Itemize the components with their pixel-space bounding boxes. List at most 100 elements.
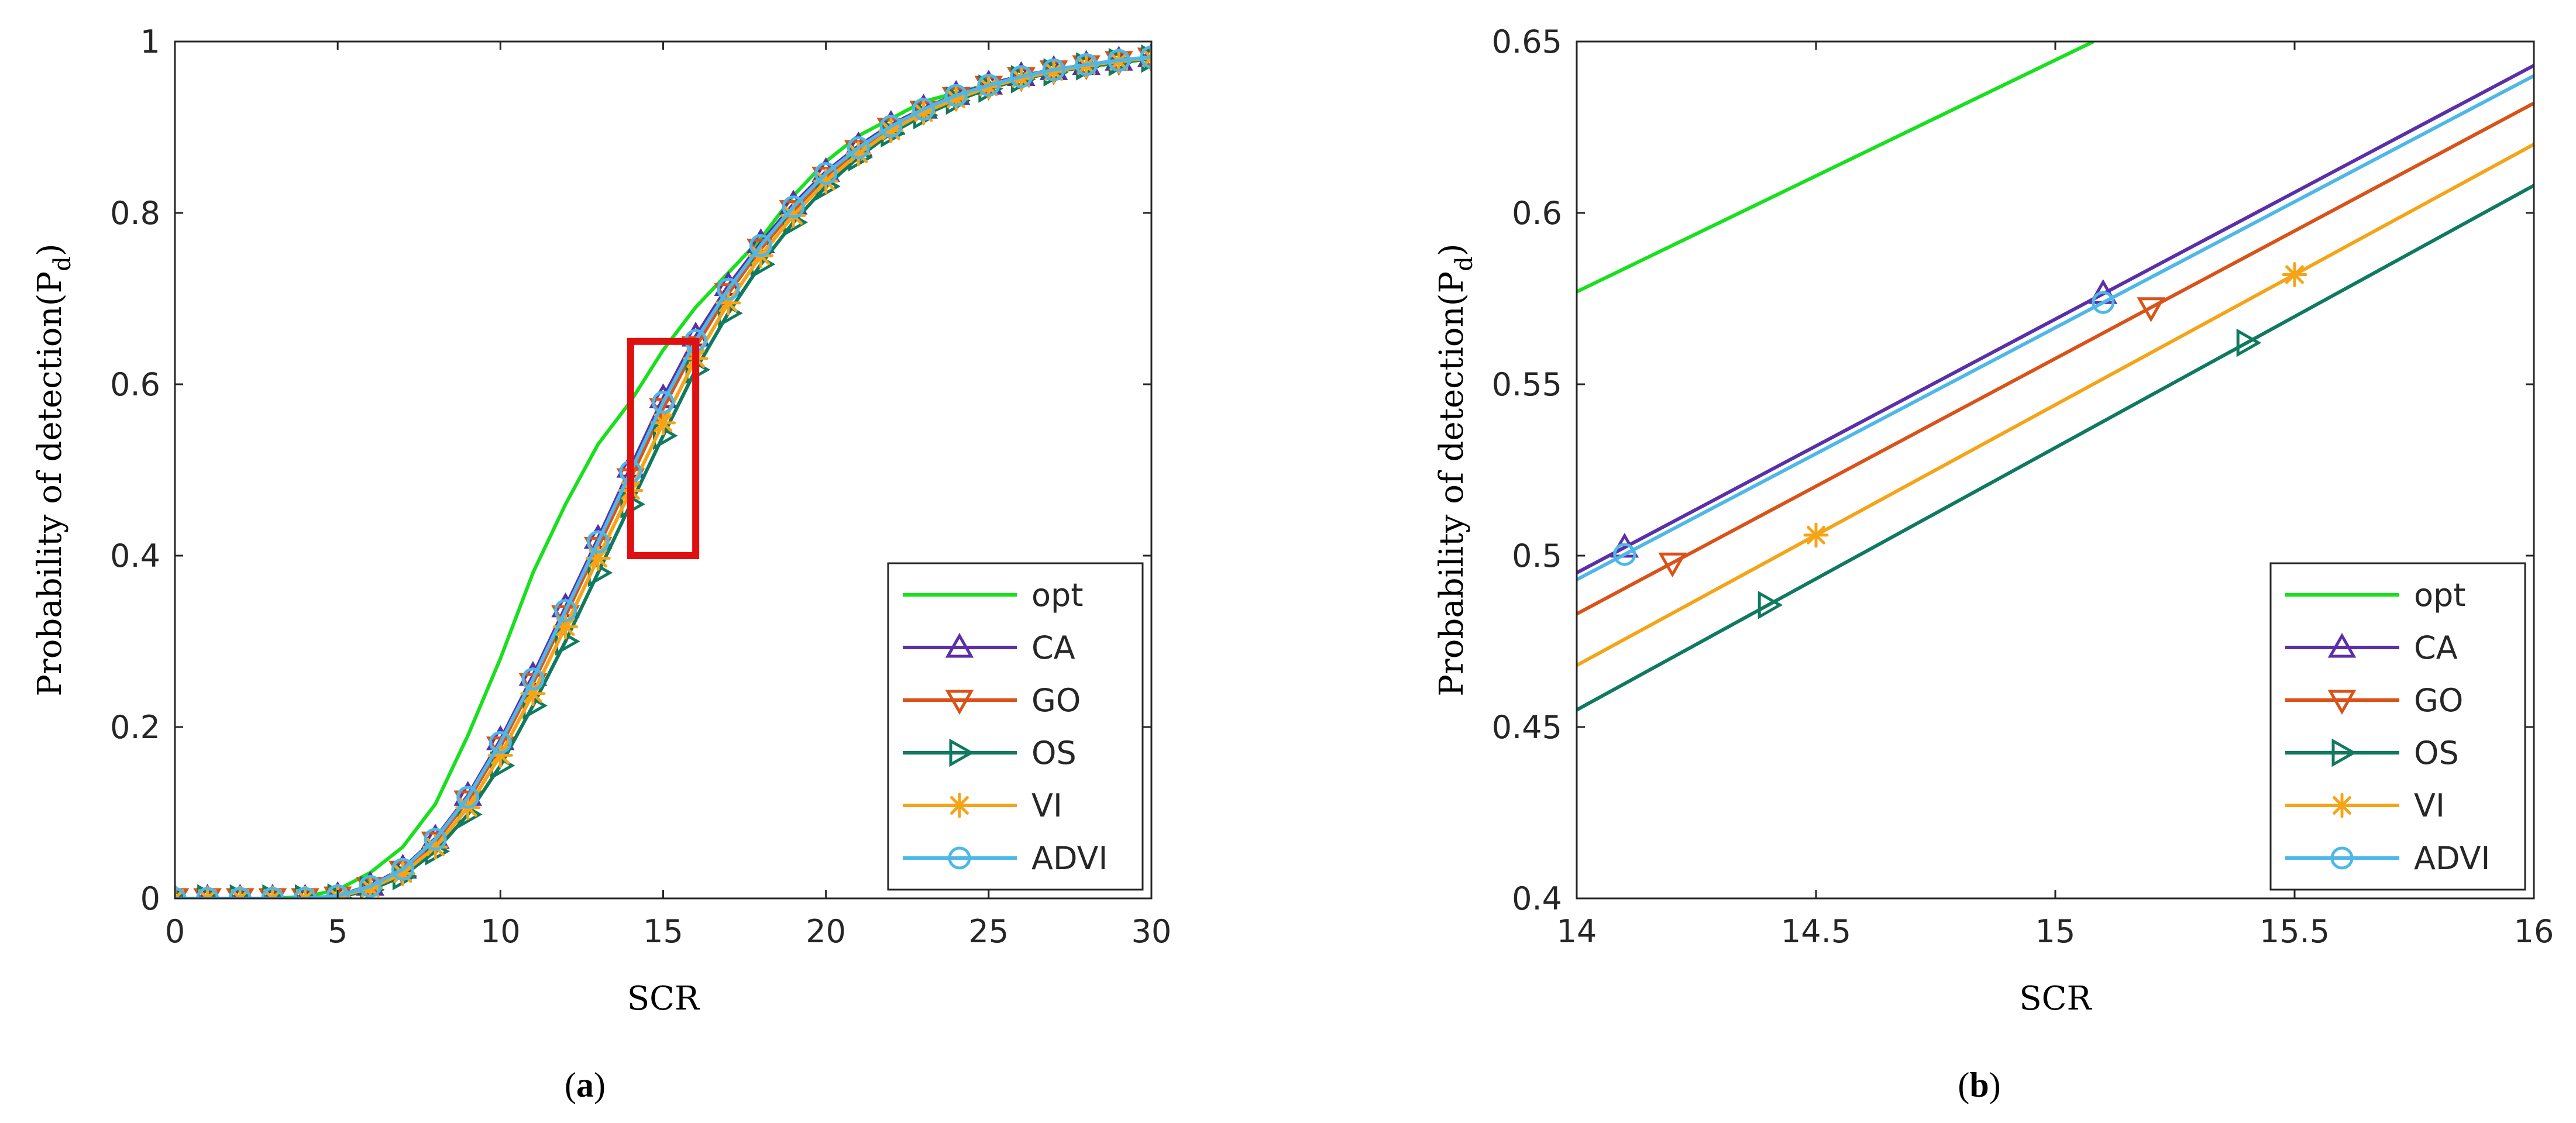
legend-label-go: GO [1031, 682, 1081, 719]
x-tick-label: 25 [968, 913, 1009, 950]
series-line-opt [1577, 42, 2094, 294]
x-tick-label: 15.5 [2259, 913, 2330, 950]
panel-a-chart: 0 5 10 15 20 25 30 0 0.2 0.4 0.6 0.8 1 SCR Probability… [31, 23, 1171, 1018]
data-point-advi [1042, 58, 1065, 81]
data-point-advi [1075, 53, 1098, 77]
y-axis-label: Probability of detection(Pd) [31, 243, 76, 696]
legend: opt CA GO OS VI ADVI [2269, 562, 2526, 891]
data-point-advi [554, 599, 577, 622]
data-point-advi [1107, 49, 1130, 72]
data-point-vi [2282, 261, 2307, 287]
y-tick-label: 0.6 [110, 366, 160, 403]
data-point-advi [489, 731, 512, 754]
zoom-region-box [627, 337, 700, 559]
data-point-advi [196, 887, 219, 898]
legend-marker-vi [2329, 793, 2355, 818]
data-point-advi [359, 874, 382, 898]
data-point-vi [1803, 522, 1829, 548]
data-point-advi [782, 195, 805, 219]
data-point-advi [228, 887, 252, 898]
data-point-vi [175, 886, 188, 898]
y-axis-label: Probability of detection(Pd) [1433, 243, 1478, 696]
y-tick-label: 0.55 [1492, 366, 1562, 403]
series-line-advi [1577, 74, 2534, 581]
x-axis-label: SCR [627, 980, 700, 1018]
legend-marker-advi [2330, 846, 2354, 870]
data-point-vi [651, 410, 676, 436]
data-point-vi [293, 886, 318, 898]
data-point-advi [1009, 65, 1033, 88]
data-point-go [2137, 297, 2165, 322]
x-tick-label: 20 [806, 913, 846, 950]
plot-series-group [175, 42, 1151, 898]
legend-box [887, 562, 1144, 891]
data-point-advi [1140, 45, 1151, 68]
data-point-advi [814, 162, 838, 185]
data-point-advi [717, 277, 740, 301]
data-point-advi [847, 136, 870, 160]
legend-label-vi: VI [2414, 787, 2445, 824]
data-point-advi [652, 391, 675, 414]
data-point-advi [2092, 291, 2115, 314]
y-tick-label: 0.6 [1512, 195, 1562, 232]
series-line-os [1577, 184, 2534, 712]
legend-label-go: GO [2414, 682, 2463, 719]
legend-label-opt: opt [2414, 577, 2466, 614]
series-line-ca [1577, 64, 2534, 574]
y-tick-label: 0.2 [110, 709, 160, 746]
legend-marker-ca [2327, 632, 2357, 658]
x-tick-label: 10 [480, 913, 521, 950]
data-point-advi [1613, 543, 1636, 566]
panel-b-caption: (b) [1958, 1066, 2000, 1104]
data-point-os [1758, 591, 1783, 619]
legend-marker-go [2327, 690, 2357, 715]
data-point-advi [326, 884, 349, 898]
data-point-advi [261, 887, 284, 898]
data-point-go [1658, 552, 1687, 578]
x-axis-label: SCR [2019, 980, 2092, 1018]
data-point-os [2236, 328, 2262, 357]
panel-a-caption-letter: a [576, 1066, 594, 1104]
data-point-advi [424, 828, 447, 851]
legend-label-opt: opt [1031, 577, 1084, 614]
data-point-ca [1137, 42, 1151, 67]
legend-marker-os [2331, 738, 2357, 767]
plot-series-group [1577, 42, 2534, 712]
x-tick-label: 14.5 [1781, 913, 1851, 950]
series-line-go [1577, 101, 2534, 616]
legend-marker-ca [945, 632, 974, 658]
x-tick-label: 14 [1557, 913, 1597, 950]
y-tick-label: 0.8 [110, 195, 160, 232]
panel-a-caption: (a) [565, 1066, 606, 1104]
x-tick-label: 15 [2035, 913, 2076, 950]
legend-box [2269, 562, 2526, 891]
legend-label-ca: CA [1031, 629, 1075, 666]
legend-label-advi: ADVI [1031, 840, 1108, 877]
data-point-advi [879, 115, 903, 138]
x-tick-label: 15 [643, 913, 683, 950]
data-point-vi [227, 886, 253, 898]
legend-label-os: OS [2414, 735, 2459, 771]
legend-label-ca: CA [2414, 629, 2458, 666]
y-tick-label: 1 [140, 23, 160, 60]
y-tick-label: 0.65 [1492, 23, 1562, 60]
y-tick-label: 0.4 [1512, 880, 1562, 917]
data-point-advi [521, 667, 545, 691]
data-point-advi [456, 786, 480, 809]
data-point-advi [391, 857, 414, 881]
data-point-advi [944, 84, 968, 107]
y-tick-label: 0 [140, 880, 160, 917]
series-line-vi [1577, 143, 2534, 667]
legend-marker-os [949, 738, 975, 767]
data-point-advi [586, 531, 610, 554]
panel-b-chart: 14 14.5 15 15.5 16 0.4 0.45 0.5 0.55 0.6 0.65 SCR Pr… [1433, 23, 2554, 1018]
y-tick-label: 0.45 [1492, 709, 1562, 746]
data-point-advi [294, 887, 317, 898]
legend-marker-vi [947, 793, 972, 818]
legend-marker-advi [948, 846, 971, 870]
data-point-advi [977, 74, 1000, 97]
x-tick-label: 30 [1131, 913, 1172, 950]
y-tick-label: 0.5 [1512, 538, 1562, 574]
legend-label-vi: VI [1031, 787, 1062, 824]
